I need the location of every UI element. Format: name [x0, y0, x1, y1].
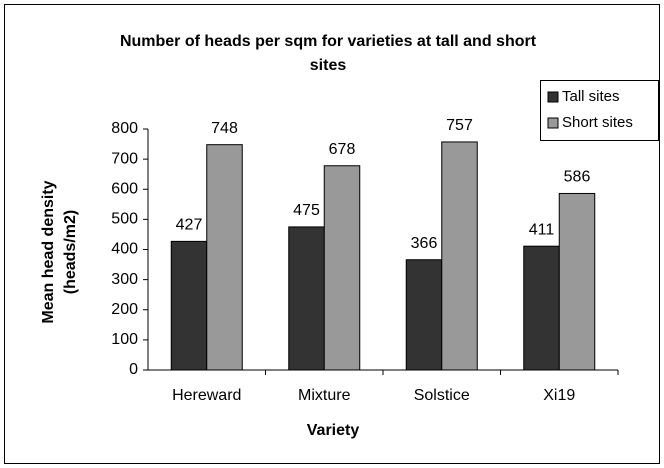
data-label: 411 [529, 221, 555, 238]
x-tick-label: Xi19 [543, 387, 575, 404]
data-label: 748 [211, 120, 238, 137]
bar [558, 192, 596, 371]
data-label: 678 [329, 141, 356, 158]
bar [288, 226, 325, 371]
data-label: 757 [446, 117, 473, 134]
bar [323, 165, 361, 371]
bar [170, 240, 208, 371]
y-tick-label: 400 [111, 241, 138, 258]
legend-label: Tall sites [562, 88, 620, 105]
legend-box [540, 80, 659, 141]
data-label: 475 [293, 202, 320, 219]
data-label: 586 [564, 169, 591, 186]
y-tick-label: 500 [111, 211, 138, 228]
legend-swatch [547, 117, 559, 129]
y-tick-label: 100 [111, 331, 138, 348]
y-tick-label: 800 [111, 120, 138, 137]
x-tick-label: Hereward [172, 387, 241, 404]
y-tick-label: 200 [111, 301, 138, 318]
chart-title: Number of heads per sqm for varieties at… [119, 33, 537, 74]
data-label: 427 [176, 217, 203, 234]
y-tick-label: 600 [111, 180, 138, 197]
x-tick-label: Solstice [414, 387, 470, 404]
bar [441, 141, 478, 371]
x-axis-title: Variety [306, 422, 360, 439]
bar [206, 144, 243, 371]
y-tick-label: 0 [129, 361, 138, 378]
chart-border [4, 4, 660, 464]
bar [405, 259, 443, 371]
y-axis-title: Mean head density (heads/m2) [40, 180, 79, 324]
x-tick-label: Mixture [298, 387, 351, 404]
bar [523, 245, 560, 371]
y-tick-label: 300 [111, 271, 138, 288]
legend-swatch [547, 91, 559, 103]
y-tick-label: 700 [111, 150, 138, 167]
data-label: 366 [411, 235, 438, 252]
legend-label: Short sites [562, 114, 633, 131]
